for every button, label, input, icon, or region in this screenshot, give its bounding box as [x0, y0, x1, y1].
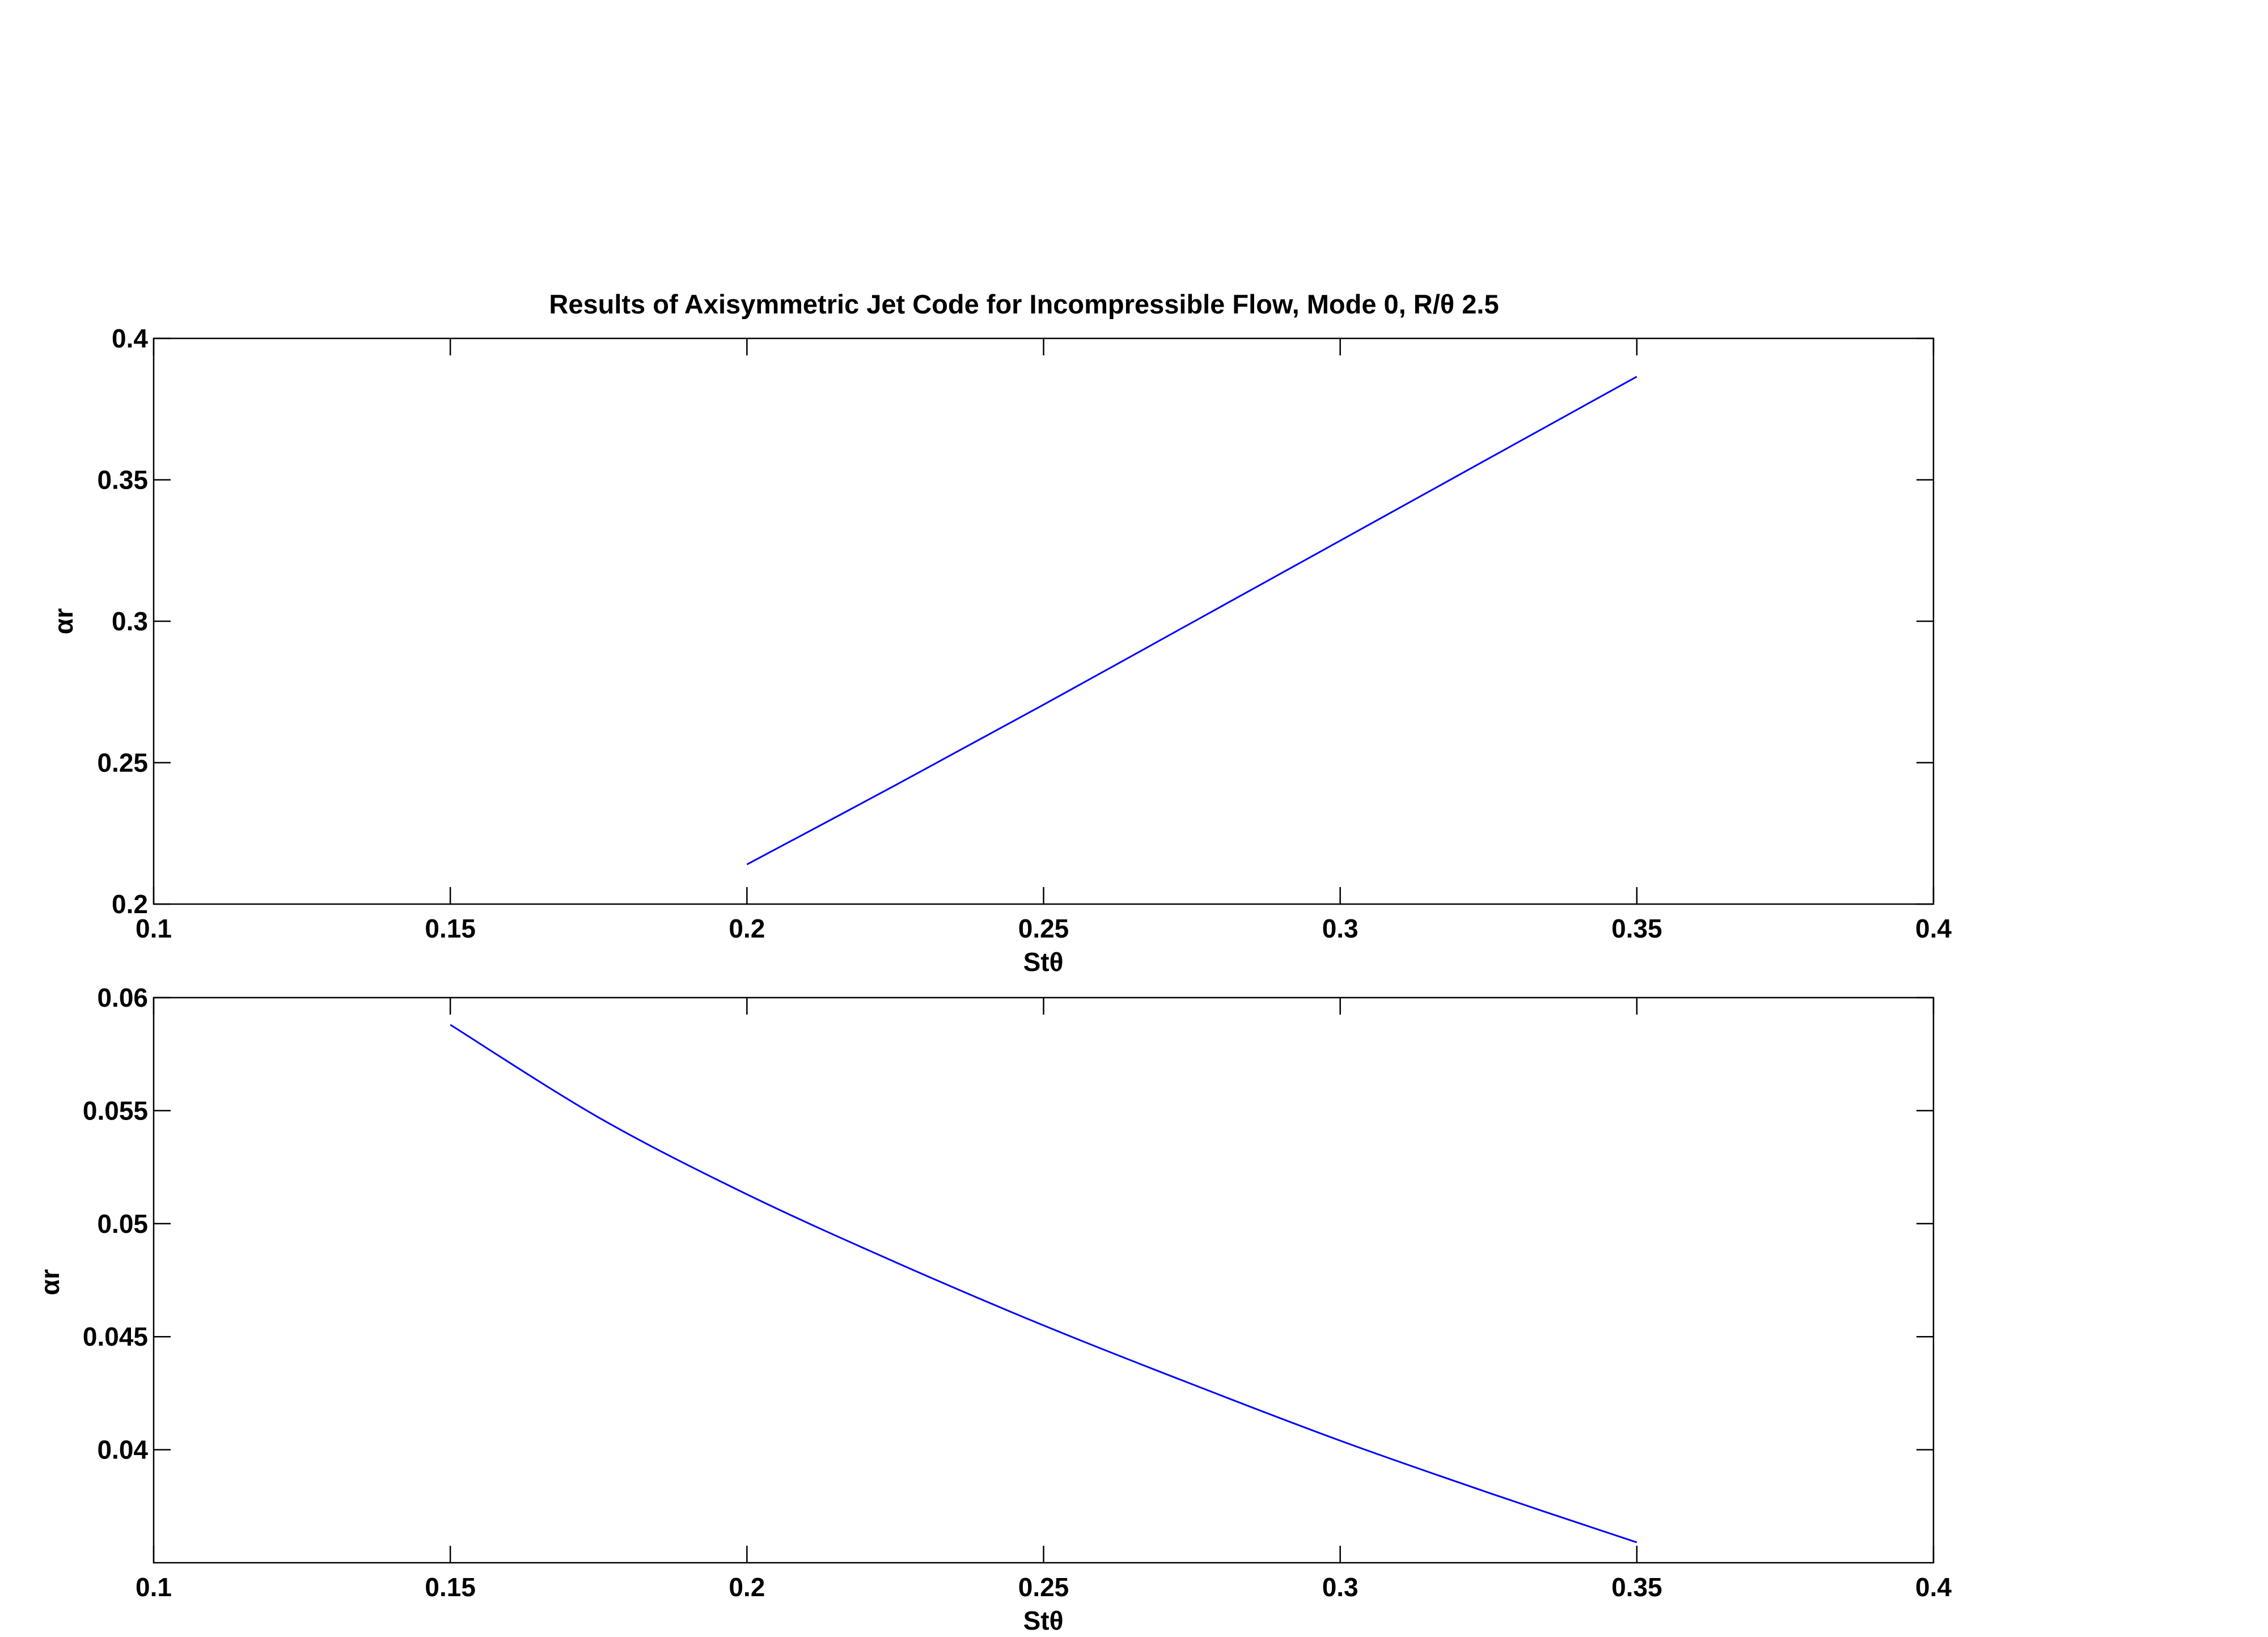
chart-title: Results of Axisymmetric Jet Code for Inc…	[549, 289, 1499, 319]
top-y-tick-label: 0.35	[97, 465, 148, 495]
bottom-y-axis-label: αr	[35, 1269, 65, 1295]
top-x-tick-label: 0.15	[425, 914, 476, 943]
top-x-tick-label: 0.4	[1915, 914, 1952, 943]
bottom-y-tick-label: 0.045	[83, 1322, 148, 1351]
top-y-axis-label: αr	[49, 608, 78, 634]
bottom-x-tick-label: 0.35	[1611, 1572, 1662, 1602]
top-x-tick-label: 0.2	[729, 914, 765, 943]
bottom-x-tick-label: 0.2	[729, 1572, 765, 1602]
bottom-x-tick-label: 0.1	[136, 1572, 172, 1602]
bottom-ticks: 0.1 0.15 0.2 0.25 0.3 0.35 0.4 0.04 0.045 0.05 0.0…	[83, 983, 1952, 1602]
top-x-tick-label: 0.35	[1611, 914, 1662, 943]
top-x-tick-label: 0.25	[1018, 914, 1069, 943]
bottom-x-tick-label: 0.15	[425, 1572, 476, 1602]
bottom-y-tick-label: 0.05	[97, 1209, 148, 1239]
bottom-subplot: 0.1 0.15 0.2 0.25 0.3 0.35 0.4 0.04 0.045 0.05 0.0…	[35, 983, 1952, 1635]
top-ticks: 0.1 0.15 0.2 0.25 0.3 0.35 0.4 0.2 0.25 0.3 0.35 0.…	[97, 324, 1952, 943]
bottom-x-tick-label: 0.3	[1322, 1572, 1359, 1602]
bottom-x-axis-label: Stθ	[1023, 1606, 1064, 1635]
top-y-tick-label: 0.3	[112, 607, 148, 636]
top-x-tick-label: 0.1	[136, 914, 172, 943]
top-series-line	[746, 376, 1637, 866]
top-subplot: Results of Axisymmetric Jet Code for Inc…	[49, 289, 1952, 977]
bottom-y-tick-label: 0.06	[97, 983, 148, 1012]
top-y-tick-label: 0.2	[112, 889, 148, 919]
top-x-axis-label: Stθ	[1023, 947, 1064, 977]
bottom-y-tick-label: 0.055	[83, 1096, 148, 1125]
bottom-x-tick-label: 0.25	[1018, 1572, 1069, 1602]
bottom-x-tick-label: 0.4	[1915, 1572, 1952, 1602]
top-y-tick-label: 0.25	[97, 748, 148, 778]
bottom-series-line	[450, 1024, 1637, 1543]
bottom-y-tick-label: 0.04	[97, 1435, 148, 1465]
top-y-tick-label: 0.4	[112, 324, 148, 353]
top-x-tick-label: 0.3	[1322, 914, 1359, 943]
